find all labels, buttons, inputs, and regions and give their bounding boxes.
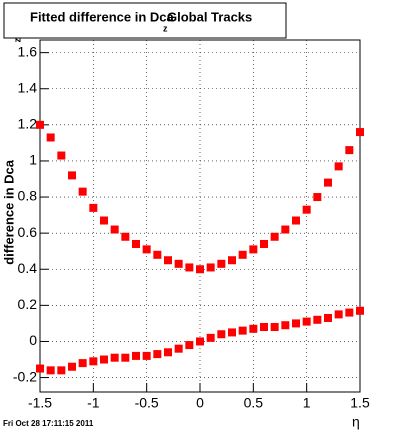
- x-tick-label: -1: [87, 395, 100, 411]
- y-tick-label: 0.4: [18, 260, 38, 276]
- marker: [228, 328, 236, 337]
- marker: [110, 225, 119, 234]
- x-tick-label: -0.5: [135, 395, 159, 411]
- y-tick-label: 0: [29, 332, 37, 348]
- marker: [206, 263, 215, 272]
- y-tick-label: 1.2: [18, 116, 38, 132]
- marker: [142, 245, 151, 254]
- marker: [132, 351, 140, 360]
- plot-frame: [39, 39, 361, 393]
- marker: [142, 351, 151, 360]
- marker: [217, 330, 226, 339]
- marker: [57, 151, 66, 160]
- marker: [281, 321, 290, 330]
- marker: [185, 263, 194, 272]
- x-tick-label: 0.5: [244, 395, 264, 411]
- y-tick-label: 0.8: [18, 188, 38, 204]
- marker: [324, 313, 332, 322]
- x-tick-label: 1: [303, 395, 311, 411]
- marker: [228, 256, 236, 265]
- marker: [68, 171, 76, 180]
- marker: [196, 337, 204, 346]
- marker: [249, 324, 258, 333]
- y-tick-label: 0.2: [18, 296, 38, 312]
- y-tick-label: 0.6: [18, 224, 38, 240]
- marker: [153, 350, 162, 359]
- marker: [174, 344, 183, 353]
- marker: [345, 146, 354, 155]
- marker: [121, 353, 130, 362]
- marker: [292, 319, 300, 328]
- marker: [270, 323, 279, 332]
- marker: [217, 259, 226, 268]
- marker: [78, 359, 87, 368]
- footer-date: Fri Oct 28 17:11:15 2011: [3, 419, 94, 428]
- marker: [57, 366, 66, 375]
- x-tick-label: 1.5: [350, 395, 370, 411]
- marker: [324, 178, 332, 187]
- marker: [153, 250, 162, 259]
- marker: [110, 353, 119, 362]
- marker: [46, 133, 55, 142]
- y-tick-label: 1.4: [18, 79, 38, 95]
- marker: [100, 216, 108, 225]
- marker: [302, 205, 311, 214]
- marker: [345, 308, 354, 317]
- marker: [46, 366, 55, 375]
- marker: [36, 120, 44, 129]
- y-tick-label: -0.2: [13, 368, 37, 384]
- marker: [260, 323, 268, 332]
- y-tick-label: 1.6: [18, 43, 38, 59]
- marker: [249, 245, 258, 254]
- marker: [206, 333, 215, 342]
- y-axis-label-subscript: z: [12, 38, 22, 43]
- marker: [260, 239, 268, 248]
- marker: [334, 310, 343, 319]
- title-end: Global Tracks: [167, 9, 252, 24]
- marker: [100, 355, 108, 364]
- x-tick-label: 0: [196, 395, 204, 411]
- marker: [313, 315, 322, 324]
- marker: [238, 326, 247, 335]
- marker: [356, 306, 364, 315]
- y-tick-label: 1: [29, 152, 37, 168]
- marker: [78, 187, 87, 196]
- marker: [281, 225, 290, 234]
- x-axis-label: η: [352, 414, 360, 430]
- marker: [334, 162, 343, 171]
- title-subscript: z: [163, 23, 168, 33]
- marker: [174, 259, 183, 268]
- marker: [356, 128, 364, 137]
- marker: [121, 232, 130, 241]
- chart-title: Fitted difference in Dca: [30, 9, 175, 24]
- marker: [238, 250, 247, 259]
- marker: [36, 364, 44, 373]
- marker: [164, 348, 172, 357]
- marker: [164, 256, 172, 265]
- marker: [292, 216, 300, 225]
- marker: [302, 317, 311, 326]
- marker: [89, 357, 98, 366]
- marker: [68, 362, 76, 371]
- marker: [185, 341, 194, 350]
- title-box: [3, 2, 287, 39]
- marker: [89, 203, 98, 212]
- marker: [313, 193, 322, 202]
- marker: [196, 265, 204, 274]
- x-tick-label: -1.5: [28, 395, 52, 411]
- y-axis-label: difference in Dca: [1, 159, 16, 265]
- marker: [270, 232, 279, 241]
- marker: [132, 239, 140, 248]
